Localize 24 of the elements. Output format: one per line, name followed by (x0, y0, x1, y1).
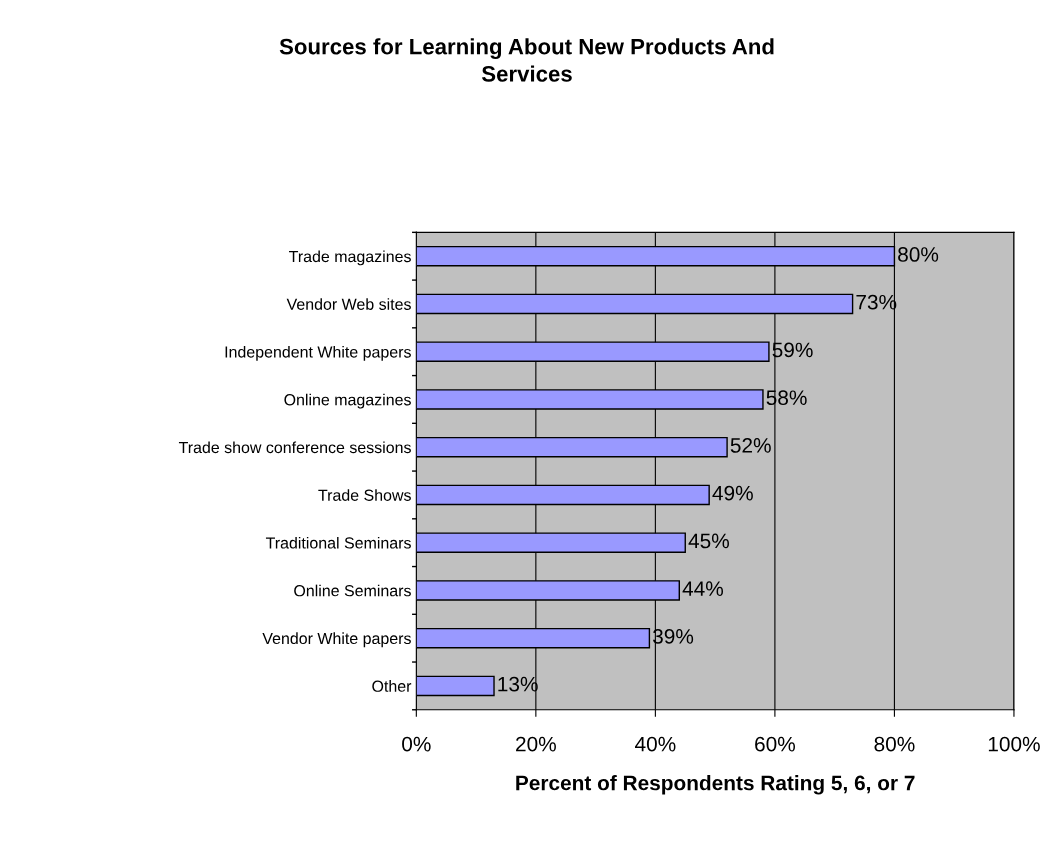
data-label: 45% (688, 533, 729, 549)
y-tick-label: Trade show conference sessions (178, 441, 411, 454)
data-label: 52% (730, 438, 771, 453)
x-tick-label: 0% (402, 736, 431, 752)
y-tick-label: Vendor White papers (262, 632, 411, 648)
y-tick-label: Traditional Seminars (265, 536, 411, 549)
y-tick-label: Trade Shows (318, 489, 411, 501)
y-tick-label: Online Seminars (294, 584, 411, 597)
x-tick-label: 100% (988, 736, 1040, 752)
x-axis-title: Percent of Respondents Rating 5, 6, or 7 (516, 775, 915, 795)
data-label: 80% (898, 247, 939, 262)
x-tick-label: 80% (874, 736, 915, 752)
x-tick-label: 20% (516, 736, 556, 752)
y-tick-label: Trade magazines (289, 250, 411, 266)
chart-title: Sources for Learning About New Products And Services (279, 38, 774, 82)
x-tick-label: 40% (635, 736, 676, 752)
y-tick-label: Online magazines (284, 393, 411, 409)
bar (416, 675, 495, 697)
data-label: 44% (682, 581, 724, 596)
y-tick-label: Vendor Web sites (286, 298, 411, 310)
data-label: 49% (712, 485, 753, 501)
x-tick-label: 60% (755, 736, 796, 752)
y-tick-label: Other (372, 680, 412, 692)
y-tick-label: Independent White papers (225, 345, 411, 361)
